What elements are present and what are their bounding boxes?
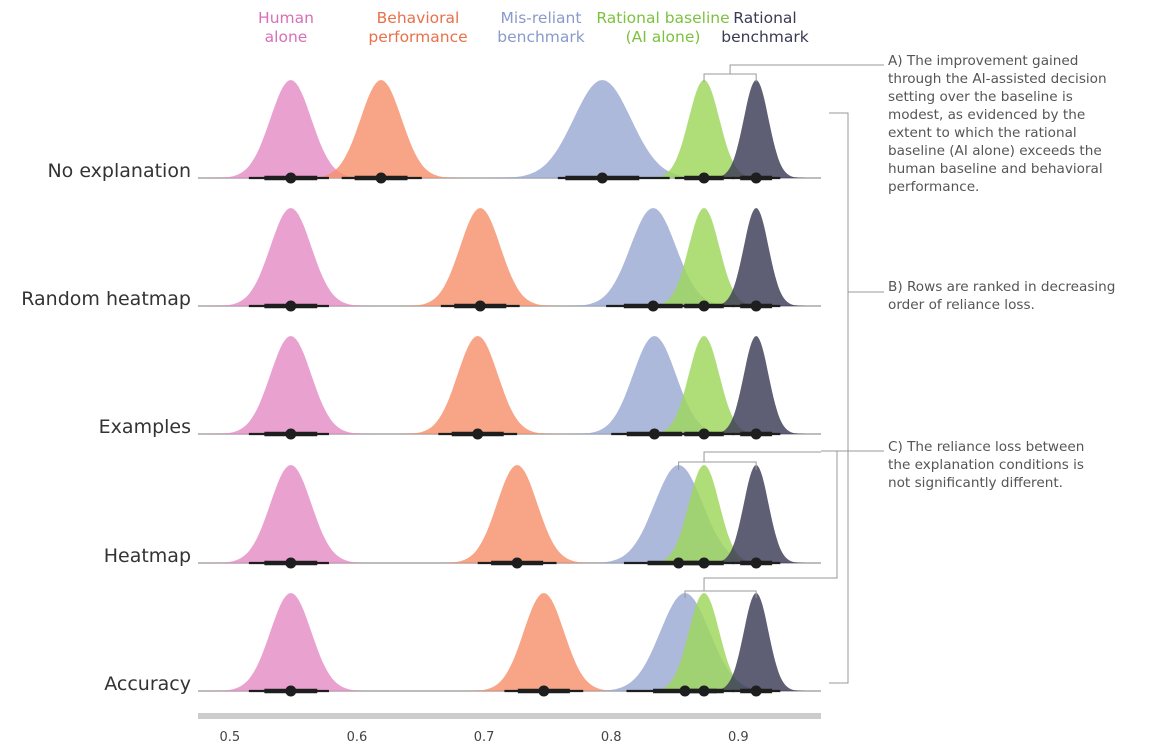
legend-line: Rational: [733, 9, 796, 27]
point-human: [285, 172, 297, 184]
point-human: [285, 428, 297, 440]
point-behavioral: [472, 428, 484, 440]
x-tick-label: 0.9: [728, 730, 749, 745]
legend-line: performance: [368, 28, 467, 46]
legend-line: Human: [258, 9, 314, 27]
density-behavioral: [453, 593, 635, 691]
bracket-c-row4-inner: [703, 451, 821, 462]
point-rational_baseline: [698, 685, 710, 697]
point-rational_benchmark: [750, 172, 762, 184]
point-misreliant: [647, 300, 659, 312]
density-rational_benchmark: [700, 465, 812, 563]
density-rational_baseline: [635, 336, 773, 434]
bracket-c-row4-outer: [678, 461, 757, 470]
point-behavioral: [375, 172, 387, 184]
density-human: [198, 336, 383, 434]
legend-entry-human: Human alone: [258, 9, 314, 46]
row-label: Heatmap: [104, 545, 191, 567]
row-label: Accuracy: [104, 673, 191, 695]
legend-line: Rational baseline: [596, 9, 729, 27]
point-rational_benchmark: [750, 300, 762, 312]
density-rational_benchmark: [700, 208, 812, 306]
point-human: [285, 685, 297, 697]
ridge-row: [198, 593, 821, 697]
point-rational_baseline: [698, 300, 710, 312]
density-behavioral: [289, 80, 473, 178]
annotation-b: B) Rows are ranked in decreasing order o…: [888, 279, 1116, 313]
annotation-c: C) The reliance loss between the explana…: [888, 439, 1085, 491]
density-behavioral: [387, 336, 569, 434]
x-axis: 0.5 0.6 0.7 0.8 0.9: [198, 713, 821, 745]
point-behavioral: [511, 557, 523, 569]
x-tick-label: 0.5: [219, 730, 240, 745]
bracket-b: [829, 112, 849, 684]
legend-line: Mis-reliant: [501, 9, 582, 27]
ridge-row: [198, 336, 821, 440]
legend-entry-behavioral: Behavioral performance: [368, 9, 467, 46]
bracket-a-connector: [729, 64, 884, 74]
density-human: [198, 465, 383, 563]
x-axis-bar: [198, 713, 821, 719]
point-misreliant: [596, 172, 608, 184]
legend-line: Behavioral: [377, 9, 460, 27]
density-human: [198, 208, 383, 306]
annotation-a: A) The improvement gained through the AI…: [888, 53, 1107, 195]
ridge-row: [198, 465, 821, 569]
point-rational_benchmark: [750, 557, 762, 569]
row-label: No explanation: [47, 160, 191, 182]
density-behavioral: [426, 465, 608, 563]
point-misreliant: [648, 428, 660, 440]
ridge-row: [198, 80, 821, 184]
ridges: [198, 80, 821, 697]
density-human: [198, 80, 383, 178]
x-tick-label: 0.7: [474, 730, 495, 745]
bracket-a-inner: [703, 73, 757, 82]
density-rational_benchmark: [700, 593, 812, 691]
density-rational_baseline: [635, 208, 773, 306]
row-label: Random heatmap: [21, 288, 191, 310]
density-misreliant: [570, 465, 787, 563]
density-behavioral: [389, 208, 571, 306]
x-tick-label: 0.8: [601, 730, 622, 745]
annotation-brackets: [678, 64, 884, 684]
legend: Human alone Behavioral performance Mis-relia…: [258, 9, 809, 46]
legend-entry-rational_baseline: Rational baseline (AI alone): [596, 9, 729, 46]
density-rational_baseline: [635, 593, 773, 691]
density-misreliant: [558, 336, 751, 434]
legend-entry-misreliant: Mis-reliant benchmark: [497, 9, 585, 46]
density-rational_benchmark: [700, 80, 812, 178]
legend-line: benchmark: [721, 28, 809, 46]
legend-line: alone: [265, 28, 308, 46]
point-rational_benchmark: [750, 685, 762, 697]
density-human: [198, 593, 383, 691]
density-misreliant: [551, 208, 756, 306]
point-rational_baseline: [698, 557, 710, 569]
density-rational_baseline: [635, 465, 773, 563]
density-misreliant: [574, 593, 796, 691]
density-misreliant: [473, 80, 731, 178]
point-rational_baseline: [698, 172, 710, 184]
point-human: [285, 557, 297, 569]
bracket-c-row5-inner: [703, 577, 821, 591]
point-behavioral: [474, 300, 486, 312]
legend-line: (AI alone): [626, 28, 701, 46]
row-labels: No explanation Random heatmap Examples Heat…: [21, 160, 191, 695]
x-tick-label: 0.6: [347, 730, 368, 745]
bracket-c-row5-outer: [684, 590, 757, 598]
point-behavioral: [538, 685, 550, 697]
density-rational_baseline: [635, 80, 773, 178]
legend-entry-rational_benchmark: Rational benchmark: [721, 9, 809, 46]
bracket-c-outer: [821, 450, 838, 579]
point-rational_benchmark: [750, 428, 762, 440]
row-label: Examples: [99, 416, 191, 438]
point-rational_baseline: [698, 428, 710, 440]
legend-line: benchmark: [497, 28, 585, 46]
density-rational_benchmark: [700, 336, 812, 434]
ridge-row: [198, 208, 821, 312]
point-human: [285, 300, 297, 312]
